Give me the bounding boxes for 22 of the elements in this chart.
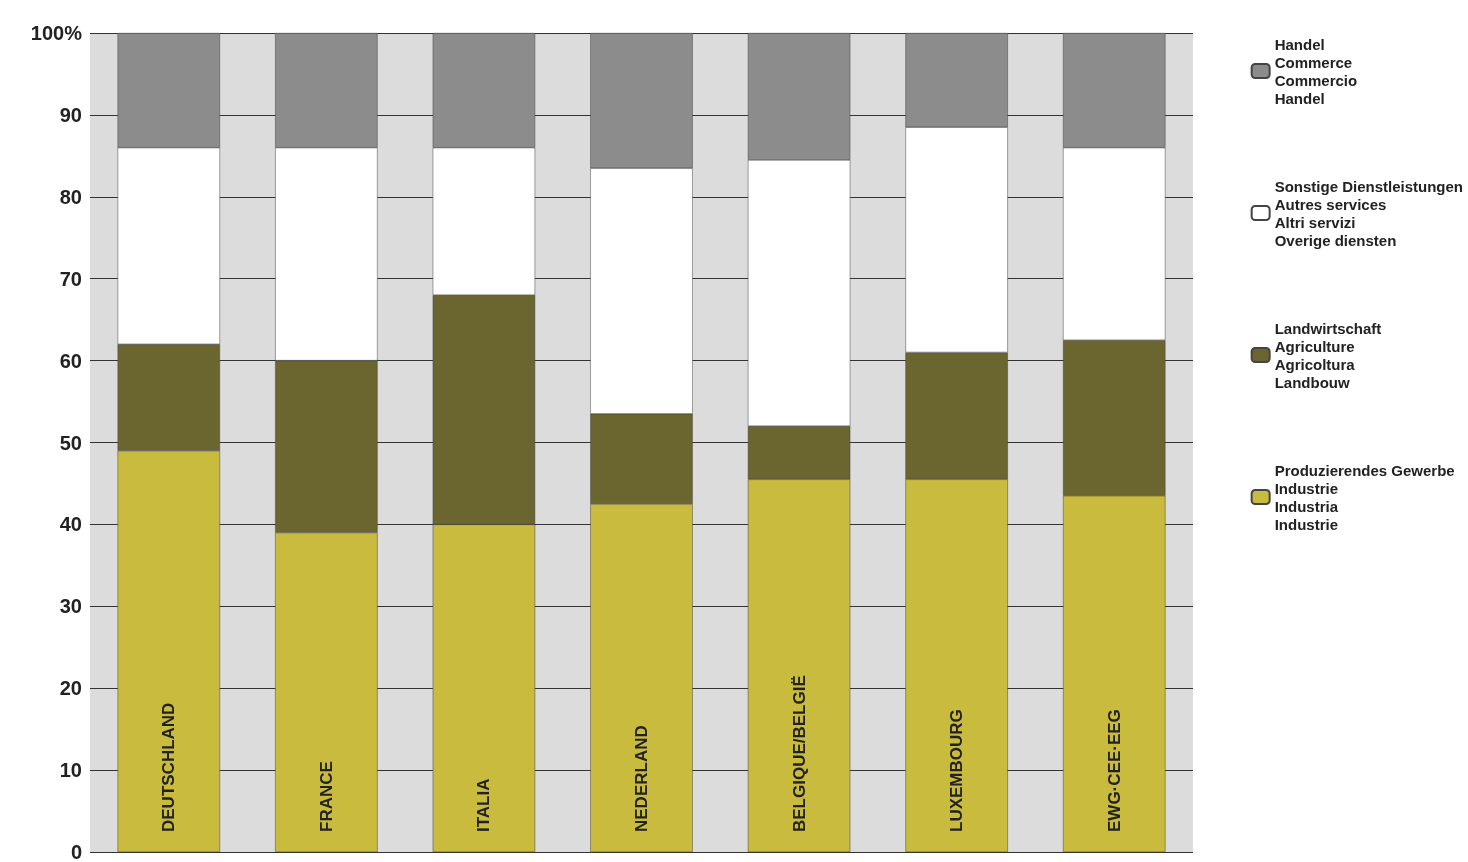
y-tick-label: 50: [59, 431, 82, 454]
y-tick-label: 80: [59, 185, 82, 208]
x-tick-label: EWG·CEE·EEG: [1104, 709, 1124, 832]
y-tick-label: 20: [59, 677, 82, 700]
x-tick-label: ITALIA: [474, 778, 494, 832]
legend-label: Produzierendes Gewerbe Industrie Industria Industrie: [1274, 461, 1455, 533]
y-tick-label: 70: [59, 267, 82, 290]
y-tick-label: 30: [59, 595, 82, 618]
legend-label: Landwirtschaft Agriculture Agricoltura Landbouw: [1274, 319, 1382, 391]
x-tick-label: BELGIQUE/BELGIË: [789, 675, 809, 832]
x-tick-label: NEDERLAND: [632, 725, 651, 832]
y-tick-label: 90: [59, 103, 82, 126]
y-tick-label: 10: [59, 759, 82, 782]
y-tick-label: 60: [59, 349, 82, 372]
y-tick-label: 40: [59, 513, 82, 536]
y-tick-label: 0: [70, 841, 82, 862]
legend-label: Handel Commerce Commercio Handel: [1274, 35, 1358, 107]
legend-label: Sonstige Dienstleistungen Autres services Altri servizi Overige diensten: [1274, 177, 1463, 249]
x-tick-label: DEUTSCHLAND: [159, 702, 179, 832]
y-tick-label: 100%: [30, 22, 83, 44]
x-tick-label: FRANCE: [316, 761, 336, 832]
x-tick-label: LUXEMBOURG: [947, 709, 967, 832]
